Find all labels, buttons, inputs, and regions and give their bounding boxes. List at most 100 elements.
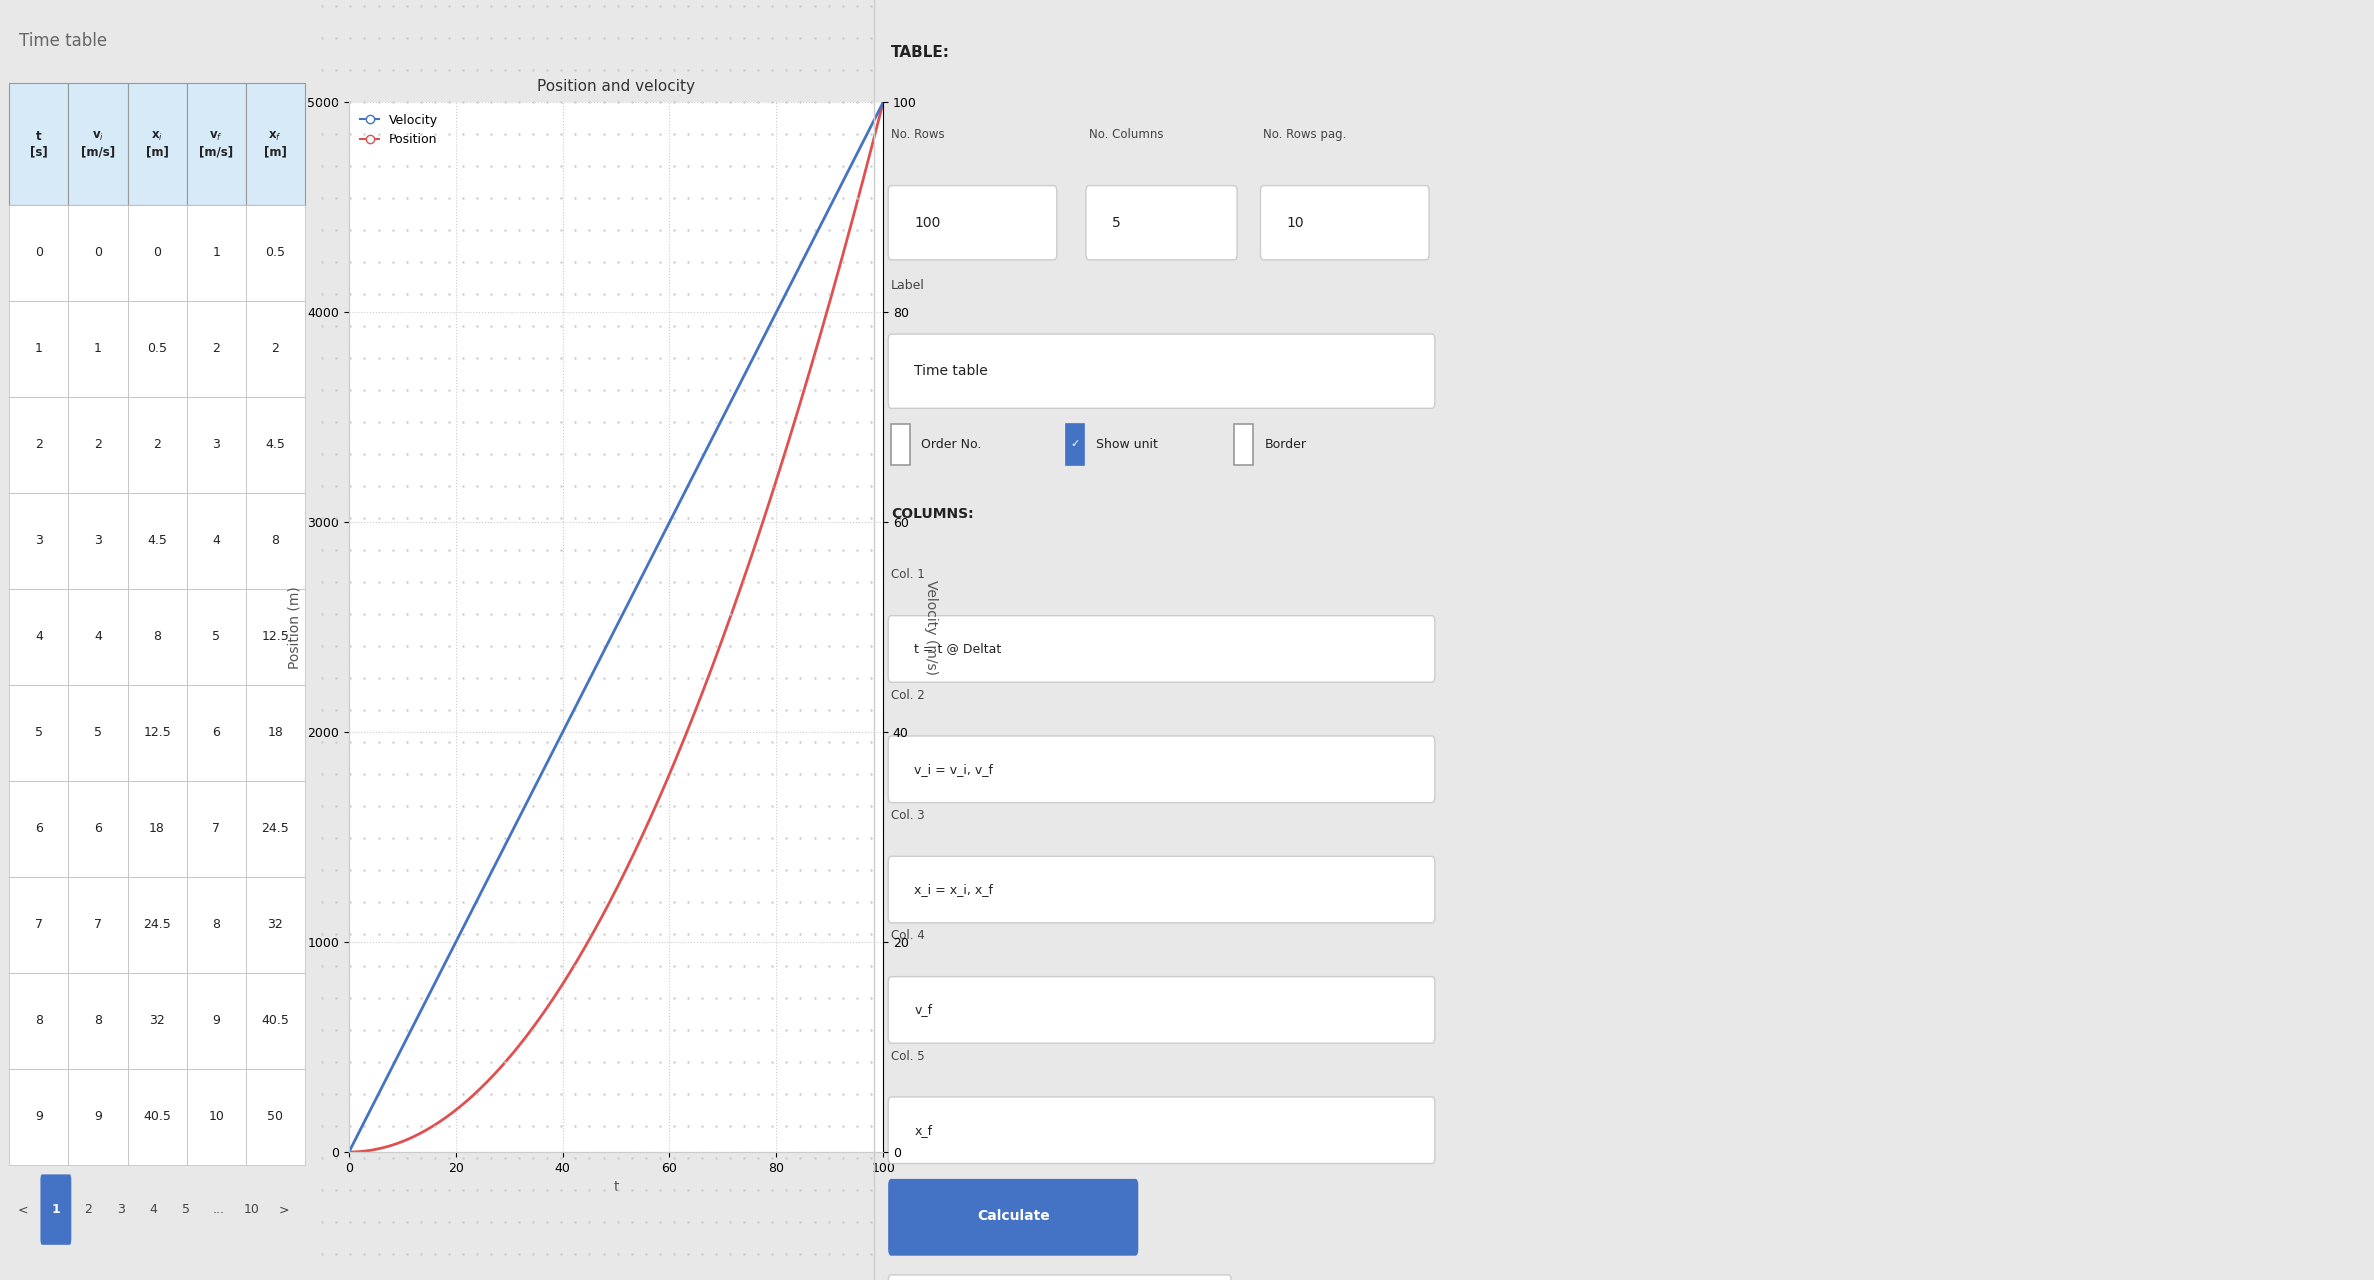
Bar (188, 493, 245, 589)
Text: Col. 5: Col. 5 (890, 1050, 926, 1062)
Text: 2: 2 (85, 1203, 93, 1216)
FancyBboxPatch shape (888, 186, 1056, 260)
Text: No. Columns: No. Columns (1090, 128, 1163, 141)
Text: TABLE:: TABLE: (890, 45, 950, 60)
Bar (9, 205, 69, 301)
Bar (128, 83, 188, 205)
Text: 1: 1 (95, 342, 102, 356)
Text: 12.5: 12.5 (261, 630, 290, 644)
Bar (245, 685, 304, 781)
Text: <: < (17, 1203, 28, 1216)
Text: 7: 7 (36, 918, 43, 932)
Text: 5: 5 (211, 630, 221, 644)
Text: 7: 7 (95, 918, 102, 932)
Bar (245, 205, 304, 301)
Bar (245, 589, 304, 685)
Y-axis label: Velocity (m/s): Velocity (m/s) (923, 580, 938, 675)
Text: 2: 2 (152, 438, 161, 452)
Text: Order No.: Order No. (921, 438, 983, 451)
Text: 24.5: 24.5 (142, 918, 171, 932)
Text: 5: 5 (36, 726, 43, 740)
Text: 18: 18 (268, 726, 283, 740)
Bar (69, 301, 128, 397)
Bar (188, 83, 245, 205)
Text: 5: 5 (1111, 216, 1121, 229)
FancyBboxPatch shape (888, 977, 1434, 1043)
Bar (128, 685, 188, 781)
Bar (245, 877, 304, 973)
Text: 4.5: 4.5 (147, 534, 166, 548)
Text: 32: 32 (268, 918, 283, 932)
Bar (69, 83, 128, 205)
Text: ...: ... (214, 1203, 226, 1216)
Bar (188, 205, 245, 301)
FancyBboxPatch shape (1261, 186, 1429, 260)
Bar (245, 781, 304, 877)
Text: 50: 50 (268, 1110, 283, 1124)
Bar (188, 301, 245, 397)
Bar (69, 781, 128, 877)
Text: 32: 32 (150, 1014, 164, 1028)
Text: Border: Border (1265, 438, 1306, 451)
Text: 6: 6 (36, 822, 43, 836)
FancyBboxPatch shape (888, 1179, 1137, 1256)
Text: No. Rows: No. Rows (890, 128, 945, 141)
Text: 1: 1 (52, 1203, 59, 1216)
Text: 40.5: 40.5 (261, 1014, 290, 1028)
Text: 4: 4 (95, 630, 102, 644)
FancyBboxPatch shape (888, 1275, 1232, 1280)
Text: 4.5: 4.5 (266, 438, 285, 452)
Bar (9, 781, 69, 877)
Text: 6: 6 (95, 822, 102, 836)
Bar (245, 973, 304, 1069)
Bar (9, 83, 69, 205)
Text: 40.5: 40.5 (142, 1110, 171, 1124)
Bar (69, 589, 128, 685)
Bar (245, 83, 304, 205)
Text: 0: 0 (152, 246, 161, 260)
Bar (188, 1069, 245, 1165)
Bar (1066, 424, 1085, 465)
Bar (128, 781, 188, 877)
Y-axis label: Position (m): Position (m) (287, 586, 301, 668)
FancyBboxPatch shape (888, 736, 1434, 803)
Text: 1: 1 (211, 246, 221, 260)
FancyBboxPatch shape (1085, 186, 1237, 260)
Text: Col. 1: Col. 1 (890, 568, 926, 581)
Text: v_i = v_i, v_f: v_i = v_i, v_f (914, 763, 992, 776)
Bar (69, 205, 128, 301)
Text: x$_f$
[m]: x$_f$ [m] (264, 131, 287, 157)
Text: v$_i$
[m/s]: v$_i$ [m/s] (81, 131, 114, 157)
Text: 0: 0 (36, 246, 43, 260)
Bar (69, 1069, 128, 1165)
Text: No. Rows pag.: No. Rows pag. (1263, 128, 1346, 141)
Text: 8: 8 (211, 918, 221, 932)
Bar (245, 397, 304, 493)
Bar (128, 1069, 188, 1165)
Bar (69, 877, 128, 973)
Text: x_i = x_i, x_f: x_i = x_i, x_f (914, 883, 992, 896)
Text: 2: 2 (95, 438, 102, 452)
Text: 8: 8 (95, 1014, 102, 1028)
Text: 100: 100 (914, 216, 940, 229)
Text: Show unit: Show unit (1097, 438, 1159, 451)
Text: 2: 2 (211, 342, 221, 356)
Text: ✓: ✓ (1071, 439, 1080, 449)
Bar (188, 397, 245, 493)
Text: 24.5: 24.5 (261, 822, 290, 836)
Text: v_f: v_f (914, 1004, 933, 1016)
Text: t = t @ Deltat: t = t @ Deltat (914, 643, 1002, 655)
Bar (188, 781, 245, 877)
Text: Col. 4: Col. 4 (890, 929, 926, 942)
Bar (9, 685, 69, 781)
Text: 0.5: 0.5 (266, 246, 285, 260)
Text: 3: 3 (36, 534, 43, 548)
Title: Position and velocity: Position and velocity (537, 79, 696, 95)
FancyBboxPatch shape (40, 1175, 71, 1244)
Text: 10: 10 (209, 1110, 223, 1124)
Bar (1234, 424, 1253, 465)
Bar (128, 301, 188, 397)
Text: 6: 6 (211, 726, 221, 740)
Text: 4: 4 (211, 534, 221, 548)
Text: 12.5: 12.5 (142, 726, 171, 740)
